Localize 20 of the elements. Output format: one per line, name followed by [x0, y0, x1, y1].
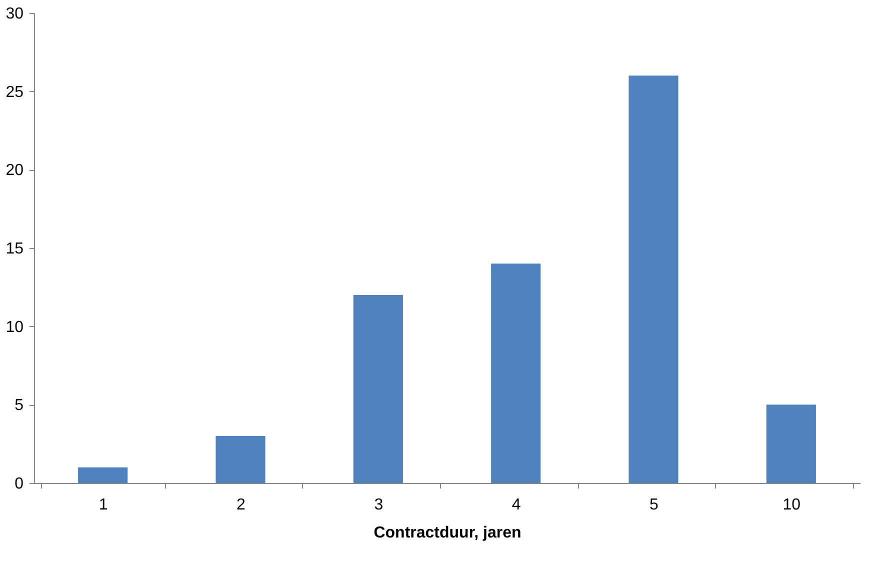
x-axis-title: Contractduur, jaren — [374, 524, 522, 542]
x-tick-label: 5 — [650, 496, 659, 514]
x-tick-label: 10 — [782, 496, 801, 514]
y-tick-label: 0 — [14, 476, 24, 492]
x-tick-label: 1 — [98, 496, 108, 514]
y-tick-label: 25 — [6, 84, 24, 101]
y-tick-label: 15 — [6, 240, 24, 258]
bar — [353, 295, 403, 483]
bar — [766, 404, 816, 483]
y-tick-label: 5 — [14, 397, 24, 414]
x-tick-label: 3 — [374, 496, 384, 514]
x-tick-label: 4 — [512, 496, 521, 514]
x-tick-label: 2 — [236, 496, 246, 514]
bar — [491, 264, 541, 483]
bar — [628, 76, 678, 483]
bar — [216, 436, 266, 483]
y-tick-label: 20 — [6, 162, 24, 180]
y-tick-label: 10 — [6, 318, 24, 336]
bar — [78, 467, 128, 483]
y-tick-label: 30 — [6, 6, 24, 22]
